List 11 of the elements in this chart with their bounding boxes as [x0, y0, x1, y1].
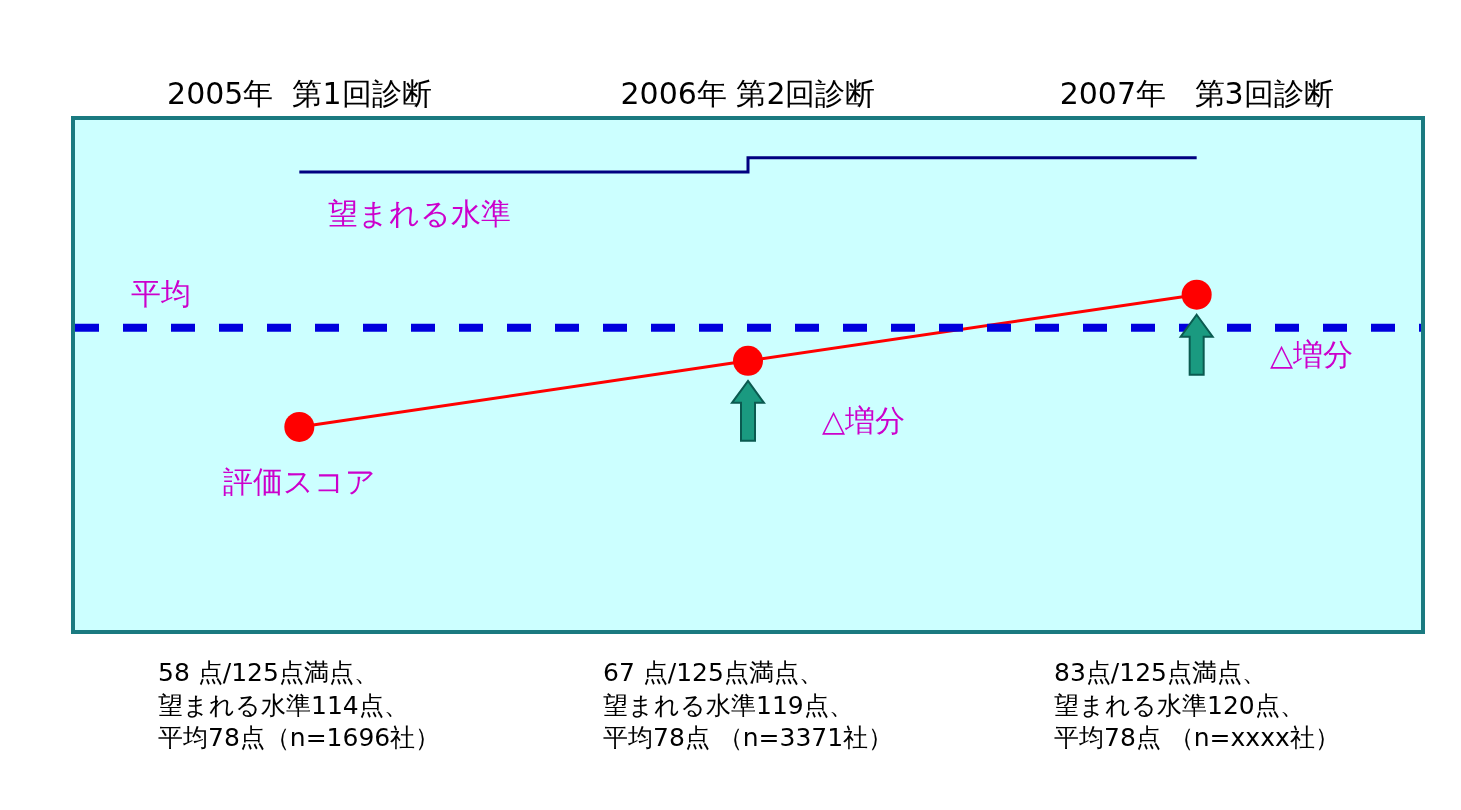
text: 83点/125点満点、望まれる水準120点、平均78点 （n=xxxx社） [1054, 658, 1340, 752]
annotation: △増分 [822, 403, 906, 438]
text: 67 点/125点満点、望まれる水準119点、平均78点 （n=3371社） [603, 658, 894, 752]
x-tick-label: 2006年 第2回診断 [620, 76, 876, 111]
series-label: 望まれる水準 [328, 196, 511, 231]
text: 58 点/125点満点、望まれる水準114点、平均78点（n=1696社） [158, 658, 441, 752]
ref-line-label: 平均 [131, 276, 191, 311]
series-label: 評価スコア [223, 464, 376, 499]
annotation: △増分 [1270, 337, 1354, 372]
x-tick-label: 2005年 第1回診断 [167, 76, 432, 111]
x-tick-label: 2007年 第3回診断 [1059, 76, 1334, 111]
